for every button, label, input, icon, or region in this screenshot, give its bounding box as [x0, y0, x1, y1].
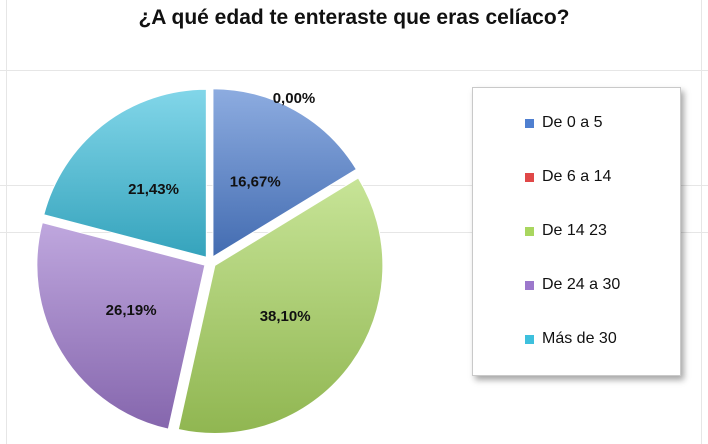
legend-label: De 14 23	[542, 222, 607, 239]
legend-swatch	[525, 172, 534, 182]
legend-label: Más de 30	[542, 330, 617, 347]
legend-swatch	[525, 226, 534, 236]
sheet-gridline	[0, 70, 708, 71]
legend-item: De 14 23	[525, 222, 607, 240]
data-label: 0,00%	[273, 90, 316, 107]
legend-label: De 6 a 14	[542, 168, 612, 185]
sheet-gridline	[701, 0, 702, 444]
legend-swatch	[525, 118, 534, 128]
sheet-gridline	[6, 0, 7, 444]
legend-item: Más de 30	[525, 330, 617, 348]
slice-mas-de-30	[43, 88, 207, 258]
legend-item: De 6 a 14	[525, 168, 611, 186]
slice-0-a-5	[212, 88, 358, 258]
legend-item: De 0 a 5	[525, 114, 602, 132]
pie-chart: 16,67% 0,00% 38,10% 26,19% 21,43%	[36, 88, 384, 434]
legend-swatch	[525, 334, 534, 344]
chart-legend: De 0 a 5 De 6 a 14 De 14 23 De 24 a 30 Más d…	[472, 87, 681, 376]
chart-title: ¿A qué edad te enteraste que eras celíac…	[138, 6, 570, 29]
legend-swatch	[525, 280, 534, 290]
data-label: 26,19%	[106, 302, 157, 319]
legend-item: De 24 a 30	[525, 276, 620, 294]
data-label: 16,67%	[230, 173, 281, 190]
slice-14-23	[177, 177, 384, 434]
data-label: 21,43%	[128, 181, 179, 198]
legend-label: De 0 a 5	[542, 114, 603, 131]
legend-label: De 24 a 30	[542, 276, 621, 293]
slice-24-a-30	[36, 222, 206, 430]
data-label: 38,10%	[260, 308, 311, 325]
